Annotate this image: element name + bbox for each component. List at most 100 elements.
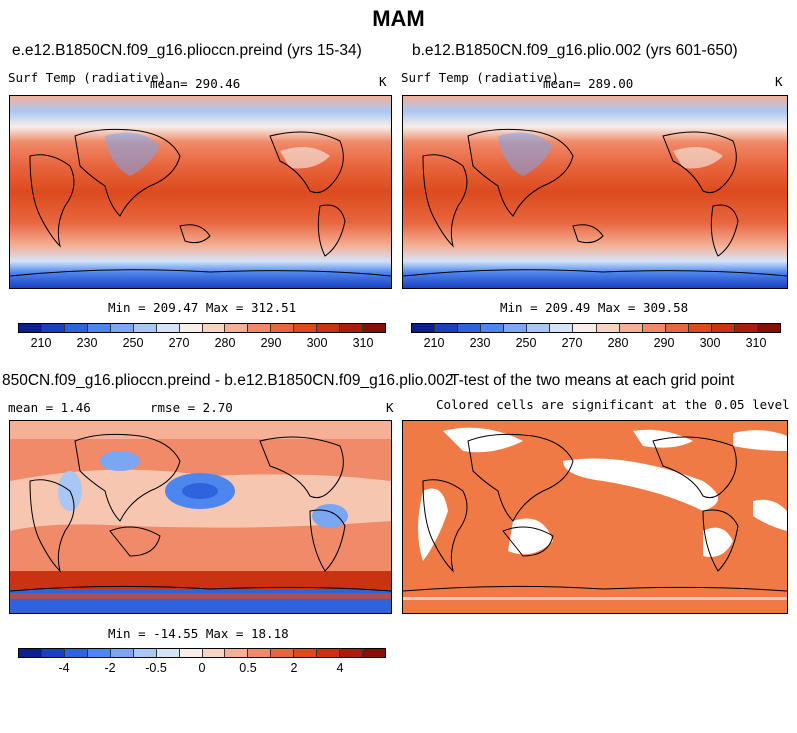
- colorbar-swatch: [133, 649, 157, 657]
- colorbar-swatch: [317, 324, 341, 332]
- colorbar-swatch: [133, 324, 157, 332]
- tick-label: 210: [30, 336, 52, 350]
- significance-map: [403, 421, 787, 613]
- panel-3-mean: mean = 1.46: [8, 400, 91, 415]
- tick-label: -4: [58, 661, 70, 675]
- colorbar-swatch: [317, 649, 341, 657]
- tick-label: 280: [607, 336, 629, 350]
- tick-label: 2: [290, 661, 298, 675]
- colorbar-swatch: [248, 324, 272, 332]
- colorbar-swatch: [688, 324, 712, 332]
- colorbar-swatch: [64, 649, 88, 657]
- colorbar-abs-left: [18, 323, 386, 333]
- tick-label: 300: [306, 336, 328, 350]
- panel-2-map: [402, 95, 788, 289]
- panel-1-map: [9, 95, 392, 289]
- panel-4-map: [402, 420, 788, 614]
- colorbar-swatch: [87, 324, 111, 332]
- colorbar-swatch: [41, 324, 65, 332]
- colorbar-swatch: [504, 324, 528, 332]
- colorbar-swatch: [87, 649, 111, 657]
- colorbar-swatch: [19, 649, 42, 657]
- colorbar-swatch: [271, 649, 295, 657]
- panel-2-variable: Surf Temp (radiative): [401, 70, 560, 85]
- colorbar-swatch: [734, 324, 758, 332]
- colorbar-swatch: [340, 649, 364, 657]
- colorbar-swatch: [19, 324, 42, 332]
- tick-label: 230: [469, 336, 491, 350]
- tick-label: 290: [260, 336, 282, 350]
- tick-label: 280: [214, 336, 236, 350]
- panel-1-title: e.e12.B1850CN.f09_g16.plioccn.preind (yr…: [12, 42, 362, 59]
- figure-title: MAM: [372, 6, 425, 31]
- colorbar-swatch: [156, 649, 180, 657]
- tick-label: 4: [336, 661, 344, 675]
- tick-label: -0.5: [145, 661, 167, 675]
- colorbar-swatch: [179, 649, 203, 657]
- colorbar-swatch: [110, 649, 134, 657]
- colorbar-swatch: [573, 324, 597, 332]
- panel-1-mean: mean= 290.46: [150, 76, 241, 91]
- colorbar-swatch: [294, 649, 318, 657]
- colorbar-swatch: [642, 324, 666, 332]
- panel-1-unit: K: [379, 74, 387, 89]
- colorbar-swatch: [363, 324, 385, 332]
- panel-2-mean: mean= 289.00: [543, 76, 634, 91]
- colorbar-swatch: [340, 324, 364, 332]
- panel-4-title: T-test of the two means at each grid poi…: [450, 372, 735, 389]
- colorbar-swatch: [665, 324, 689, 332]
- tick-label: 250: [122, 336, 144, 350]
- tick-label: 270: [168, 336, 190, 350]
- tick-label: 0: [198, 661, 206, 675]
- tick-label: 250: [515, 336, 537, 350]
- panel-3-minmax: Min = -14.55 Max = 18.18: [108, 626, 289, 641]
- colorbar-swatch: [64, 324, 88, 332]
- panel-3-rmse: rmse = 2.70: [150, 400, 233, 415]
- tick-label: 270: [561, 336, 583, 350]
- colorbar-swatch: [619, 324, 643, 332]
- colorbar-swatch: [757, 324, 780, 332]
- colorbar-swatch: [41, 649, 65, 657]
- colorbar-swatch: [481, 324, 505, 332]
- colorbar-swatch: [225, 324, 249, 332]
- colorbar-swatch: [435, 324, 459, 332]
- colorbar-swatch: [179, 324, 203, 332]
- panel-4-subtitle: Colored cells are significant at the 0.0…: [436, 397, 790, 412]
- colorbar-swatch: [271, 324, 295, 332]
- tick-label: 290: [653, 336, 675, 350]
- colorbar-swatch: [202, 324, 226, 332]
- colorbar-swatch: [412, 324, 436, 332]
- significant-cells: [403, 421, 787, 613]
- panel-2-title: b.e12.B1850CN.f09_g16.plio.002 (yrs 601-…: [412, 42, 738, 59]
- tick-label: 310: [352, 336, 374, 350]
- colorbar-swatch: [156, 324, 180, 332]
- tick-label: 310: [745, 336, 767, 350]
- colorbar-swatch: [294, 324, 318, 332]
- tick-label: 0.5: [239, 661, 257, 675]
- surface-temperature-map-preind: [10, 96, 391, 288]
- colorbar-swatch: [527, 324, 551, 332]
- tick-label: 300: [699, 336, 721, 350]
- colorbar-swatch: [225, 649, 249, 657]
- colorbar-swatch: [596, 324, 620, 332]
- tick-label: -2: [104, 661, 116, 675]
- colorbar-swatch: [711, 324, 735, 332]
- colorbar-swatch: [202, 649, 226, 657]
- panel-2-unit: K: [775, 74, 783, 89]
- colorbar-swatch: [248, 649, 272, 657]
- colorbar-diff: [18, 648, 386, 658]
- colorbar-abs-right: [411, 323, 781, 333]
- colorbar-swatch: [363, 649, 385, 657]
- tick-label: 210: [423, 336, 445, 350]
- difference-map: [10, 421, 391, 613]
- colorbar-swatch: [458, 324, 482, 332]
- colorbar-swatch: [550, 324, 574, 332]
- panel-3-title: 850CN.f09_g16.plioccn.preind - b.e12.B18…: [2, 372, 454, 389]
- tick-label: 230: [76, 336, 98, 350]
- panel-3-map: [9, 420, 392, 614]
- panel-3-unit: K: [386, 400, 394, 415]
- panel-1-variable: Surf Temp (radiative): [8, 70, 167, 85]
- panel-2-minmax: Min = 209.49 Max = 309.58: [500, 300, 689, 315]
- panel-1-minmax: Min = 209.47 Max = 312.51: [108, 300, 297, 315]
- colorbar-swatch: [110, 324, 134, 332]
